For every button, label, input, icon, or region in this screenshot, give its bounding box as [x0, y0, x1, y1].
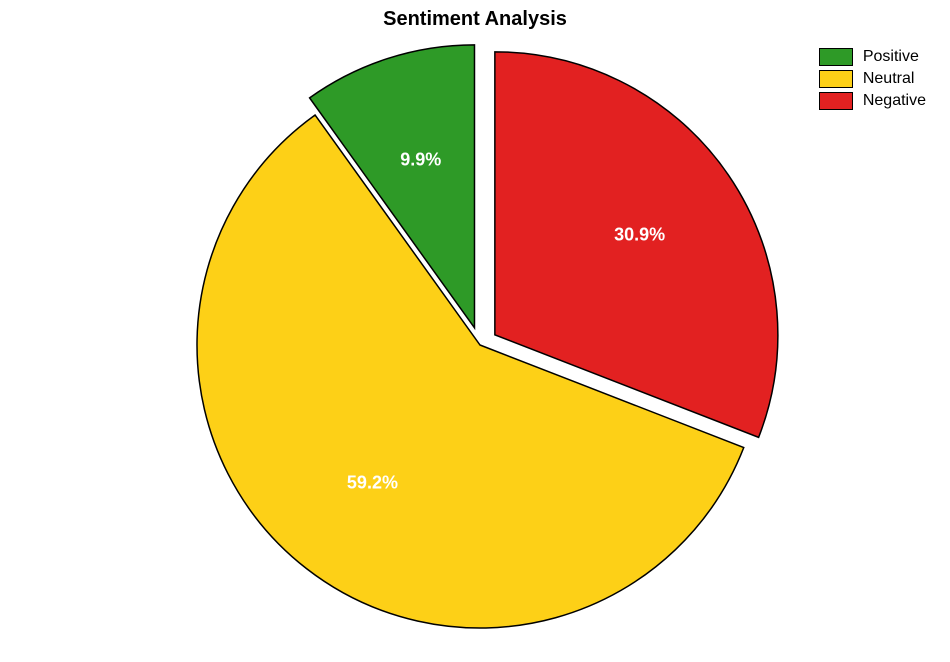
legend-swatch-negative [819, 92, 853, 110]
legend-swatch-positive [819, 48, 853, 66]
legend-item-positive: Positive [819, 48, 926, 66]
legend-label-positive: Positive [863, 48, 919, 66]
legend-label-negative: Negative [863, 92, 926, 110]
pie-svg: 30.9% 59.2% 9.9% [0, 0, 950, 662]
legend-swatch-neutral [819, 70, 853, 88]
slice-label-neutral: 59.2% [347, 472, 398, 492]
legend-item-neutral: Neutral [819, 70, 926, 88]
slice-label-negative: 30.9% [614, 225, 665, 245]
legend: Positive Neutral Negative [819, 48, 926, 114]
legend-item-negative: Negative [819, 92, 926, 110]
sentiment-pie-chart: Sentiment Analysis 30.9%59.2%9.9% Positi… [0, 0, 950, 662]
slice-label-positive: 9.9% [400, 150, 441, 170]
legend-label-neutral: Neutral [863, 70, 915, 88]
